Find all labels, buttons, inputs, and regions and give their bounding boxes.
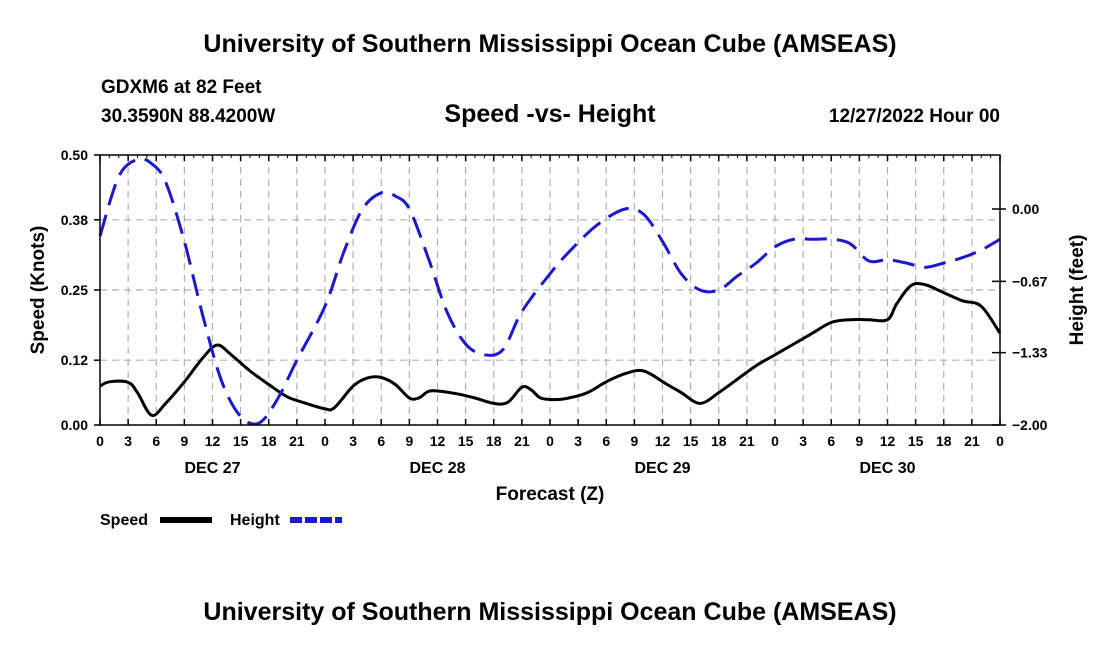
x-tick-label: 0 [321, 433, 329, 449]
x-tick-label: 0 [996, 433, 1004, 449]
x-day-label: DEC 28 [409, 460, 465, 477]
x-tick-label: 0 [771, 433, 779, 449]
x-tick-label: 21 [514, 433, 530, 449]
x-day-label: DEC 27 [184, 460, 240, 477]
y-tick-label: 0.00 [61, 417, 88, 433]
x-tick-label: 15 [908, 433, 924, 449]
x-tick-label: 6 [602, 433, 610, 449]
x-tick-label: 12 [655, 433, 671, 449]
axes: 0 3 6 9 12 15 18 21 0 3 6 9 12 15 18 21 0 3 6 9 12 15 18 21 0 3 6 9… [61, 147, 1048, 477]
y-tick-label: 0.50 [61, 147, 88, 163]
x-tick-label: 18 [486, 433, 502, 449]
footer-title: University of Southern Mississippi Ocean… [203, 598, 897, 626]
x-tick-label: 9 [180, 433, 188, 449]
x-tick-label: 3 [799, 433, 807, 449]
series-speed-line [99, 282, 1002, 418]
x-tick-label: 15 [233, 433, 249, 449]
y-tick-label: 0.38 [61, 212, 88, 228]
x-tick-label: 18 [711, 433, 727, 449]
legend-label-speed: Speed [100, 512, 148, 529]
x-tick-label: 6 [827, 433, 835, 449]
y2-tick-label: −2.00 [1012, 417, 1048, 433]
x-day-label: DEC 30 [859, 460, 915, 477]
x-axis-label: Forecast (Z) [496, 484, 605, 505]
x-tick-label: 21 [739, 433, 755, 449]
y-axis-label: Speed (Knots) [28, 226, 49, 355]
x-tick-label: 12 [430, 433, 446, 449]
station-label: GDXM6 at 82 Feet [101, 77, 262, 98]
x-tick-label: 0 [546, 433, 554, 449]
x-tick-label: 9 [405, 433, 413, 449]
x-tick-label: 15 [458, 433, 474, 449]
x-tick-label: 9 [855, 433, 863, 449]
y2-tick-label: −1.33 [1012, 345, 1048, 361]
series-height-line [98, 157, 1001, 426]
x-tick-label: 3 [124, 433, 132, 449]
x-tick-label: 18 [261, 433, 277, 449]
x-tick-label: 6 [377, 433, 385, 449]
station-coordinates: 30.3590N 88.4200W [101, 106, 276, 127]
x-tick-label: 21 [289, 433, 305, 449]
y2-axis-label: Height (feet) [1067, 235, 1088, 346]
page-title: University of Southern Mississippi Ocean… [203, 30, 897, 58]
y-tick-label: 0.12 [61, 352, 88, 368]
x-tick-label: 0 [96, 433, 104, 449]
x-tick-label: 12 [205, 433, 221, 449]
x-tick-label: 12 [880, 433, 896, 449]
x-tick-label: 6 [152, 433, 160, 449]
y-tick-label: 0.25 [61, 282, 88, 298]
x-tick-label: 21 [964, 433, 980, 449]
x-tick-label: 15 [683, 433, 699, 449]
legend-label-height: Height [230, 512, 280, 529]
x-tick-label: 18 [936, 433, 952, 449]
x-day-label: DEC 29 [634, 460, 690, 477]
x-tick-label: 3 [574, 433, 582, 449]
series-lines [98, 157, 1002, 426]
legend: Speed Height [100, 512, 342, 529]
chart-title: Speed -vs- Height [444, 100, 656, 128]
y2-tick-label: 0.00 [1012, 201, 1039, 217]
forecast-datetime: 12/27/2022 Hour 00 [828, 106, 1000, 127]
x-tick-label: 9 [630, 433, 638, 449]
y2-tick-label: −0.67 [1012, 273, 1048, 289]
x-tick-label: 3 [349, 433, 357, 449]
grid-lines [100, 155, 1000, 425]
